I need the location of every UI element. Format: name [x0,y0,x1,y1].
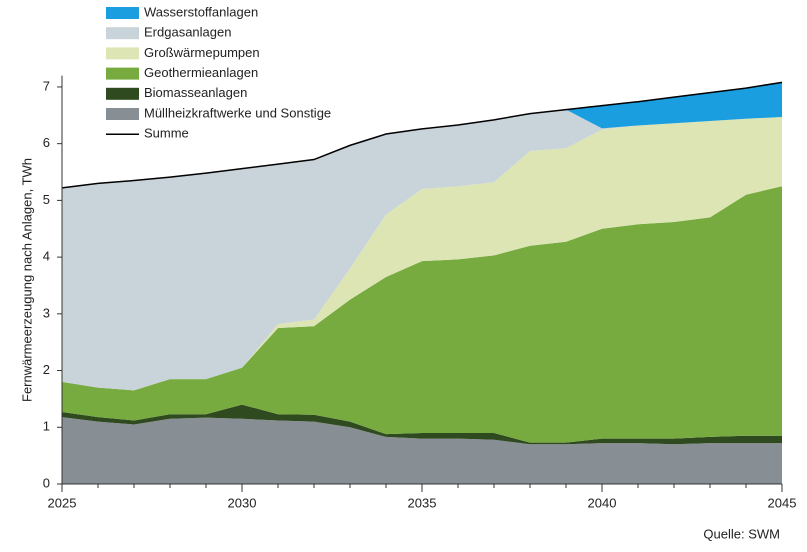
y-tick-label: 2 [43,362,50,377]
y-tick-label: 0 [43,475,50,490]
y-tick-label: 7 [43,78,50,93]
source: Quelle: SWM [703,526,780,541]
y-tick-label: 1 [43,419,50,434]
total-line [61,81,783,189]
y-axis-label: Fernwärmeerzeugung nach Anlagen, TWh [19,158,34,402]
x-tick-label: 2040 [588,495,617,510]
legend-label: Erdgasanlagen [144,25,231,40]
legend-label: Summe [144,126,189,141]
y-tick-label: 6 [43,135,50,150]
y-tick-label: 4 [43,249,50,264]
area [62,109,782,391]
area [62,404,782,445]
area [62,186,782,443]
area [62,82,782,188]
x-tick-label: 2030 [228,495,257,510]
legend-label: Biomasseanlagen [144,85,247,100]
legend-label: Geothermieanlagen [144,65,258,80]
legend-swatch [106,87,139,100]
legend-label: Großwärmepumpen [144,45,260,60]
legend-swatch [106,108,139,120]
y-tick-label: 3 [43,305,50,320]
area [62,417,782,484]
area [62,117,782,391]
x-tick-label: 2045 [768,495,797,510]
x-tick-label: 2025 [48,495,77,510]
y-tick-label: 5 [43,192,50,207]
legend-swatch [106,47,139,60]
legend-swatch [106,67,139,80]
legend-swatch [106,7,139,19]
x-tick-label: 2035 [408,495,437,510]
legend-label: Wasserstoffanlagen [144,4,258,19]
legend-swatch [106,27,139,40]
legend-label: Müllheizkraftwerke und Sonstige [144,105,331,120]
